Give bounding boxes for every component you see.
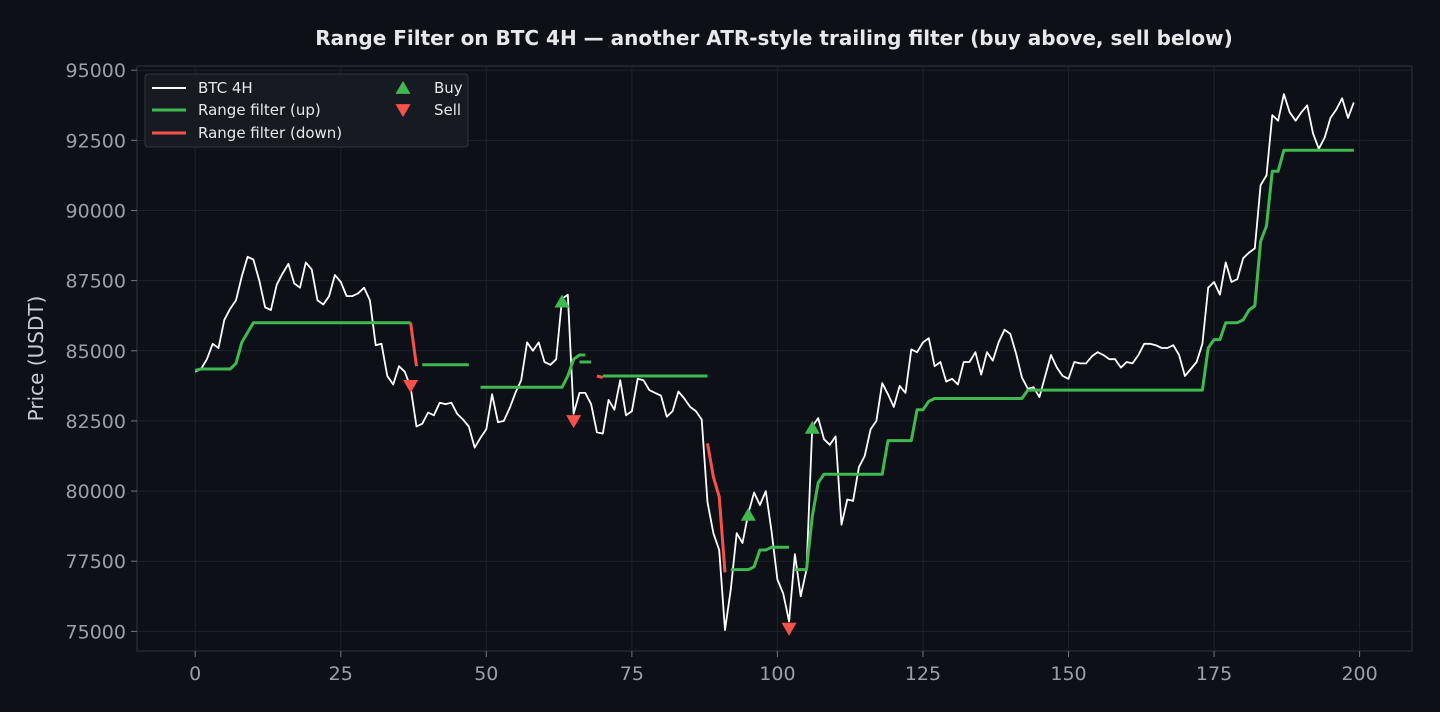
legend-label: Range filter (down) bbox=[198, 124, 342, 142]
x-tick-label: 200 bbox=[1341, 663, 1377, 685]
y-axis-label: Price (USDT) bbox=[24, 296, 48, 422]
range-filter-up-segment bbox=[730, 545, 790, 572]
legend-label: Range filter (up) bbox=[198, 101, 321, 119]
x-tick-label: 100 bbox=[759, 663, 795, 685]
x-tick-label: 175 bbox=[1196, 663, 1232, 685]
legend-label: Sell bbox=[434, 101, 461, 119]
buy-marker bbox=[804, 420, 820, 434]
y-tick-label: 75000 bbox=[66, 621, 126, 643]
plot-content bbox=[194, 93, 1355, 636]
y-tick-label: 82500 bbox=[66, 411, 126, 433]
x-axis: 0 25 50 75 100 125 150 175 200 bbox=[189, 651, 1378, 685]
legend-label: BTC 4H bbox=[198, 79, 253, 97]
legend-label: Buy bbox=[434, 79, 463, 97]
y-tick-label: 87500 bbox=[66, 271, 126, 293]
chart-title: Range Filter on BTC 4H — another ATR-sty… bbox=[315, 26, 1232, 50]
y-tick-label: 92500 bbox=[66, 130, 126, 152]
buy-marker bbox=[554, 294, 570, 308]
btc-price-line bbox=[194, 93, 1355, 631]
x-tick-label: 25 bbox=[329, 663, 353, 685]
y-axis: 75000 77500 80000 82500 85000 87500 90000 92500… bbox=[66, 60, 137, 643]
y-tick-label: 85000 bbox=[66, 341, 126, 363]
y-tick-label: 80000 bbox=[66, 481, 126, 503]
x-tick-label: 0 bbox=[189, 663, 201, 685]
range-filter-up-segment bbox=[480, 353, 586, 389]
plot-area bbox=[136, 65, 1413, 652]
range-filter-up-segment bbox=[194, 321, 411, 372]
legend-marker bbox=[395, 80, 411, 94]
sell-marker bbox=[403, 380, 419, 394]
sell-marker bbox=[566, 415, 582, 429]
range-filter-up-segment bbox=[794, 148, 1354, 572]
x-tick-label: 75 bbox=[620, 663, 644, 685]
y-tick-label: 90000 bbox=[66, 200, 126, 222]
y-tick-label: 77500 bbox=[66, 551, 126, 573]
legend-marker bbox=[395, 104, 411, 118]
x-tick-label: 50 bbox=[474, 663, 498, 685]
legend-box bbox=[144, 73, 469, 148]
sell-marker bbox=[781, 622, 797, 636]
y-tick-label: 95000 bbox=[66, 60, 126, 82]
range-filter-down-segment bbox=[706, 443, 727, 573]
legend: BTC 4H Range filter (up) Range filter (dow… bbox=[144, 73, 469, 148]
buy-marker bbox=[740, 507, 756, 521]
x-tick-label: 150 bbox=[1050, 663, 1086, 685]
range-filter-down-segment bbox=[409, 322, 418, 367]
x-tick-label: 125 bbox=[905, 663, 941, 685]
range-filter-down-segment bbox=[596, 374, 604, 379]
